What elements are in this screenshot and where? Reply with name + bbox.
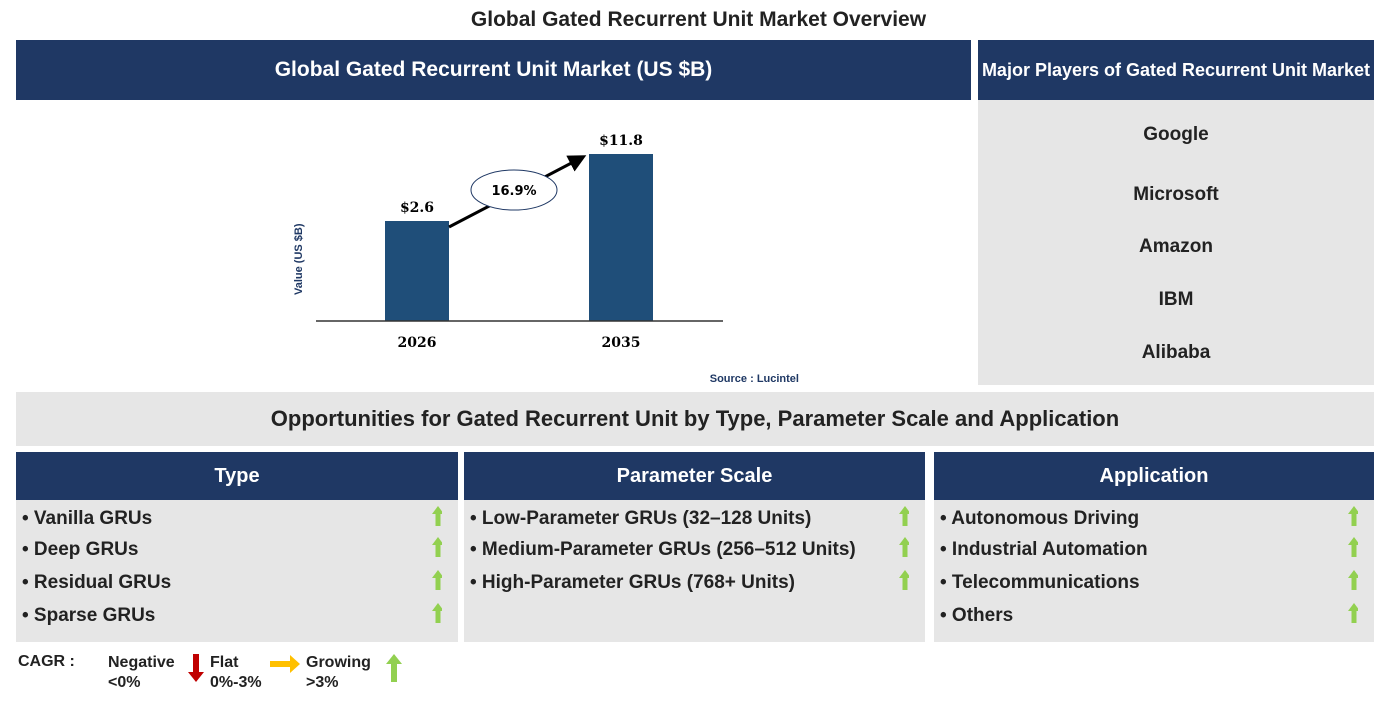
legend-flat: Flat 0%-3% xyxy=(210,653,262,693)
legend-negative: Negative <0% xyxy=(108,653,175,693)
data-label: $2.6 xyxy=(400,200,434,216)
arrow-up-green-icon xyxy=(1348,570,1358,590)
opportunities-header: Opportunities for Gated Recurrent Unit b… xyxy=(16,392,1374,446)
list-item: • Sparse GRUs xyxy=(22,605,156,626)
players-header: Major Players of Gated Recurrent Unit Ma… xyxy=(978,40,1374,100)
source-label: Source : Lucintel xyxy=(710,373,799,385)
y-axis-label: Value (US $B) xyxy=(293,223,305,295)
list-item: • Low-Parameter GRUs (32–128 Units) xyxy=(470,508,812,529)
arrow-up-green-icon xyxy=(899,537,909,557)
arrow-right-yellow-icon xyxy=(270,655,300,673)
arrow-up-green-icon xyxy=(386,654,402,682)
legend-flat-label: Flat xyxy=(210,654,239,671)
column-header: Parameter Scale xyxy=(464,452,925,500)
arrow-up-green-icon xyxy=(432,603,442,623)
player-item: Microsoft xyxy=(1133,184,1219,205)
arrow-up-green-icon xyxy=(1348,506,1358,526)
bar-chart: Value (US $B) $2.6 2026 $11.8 2035 16.9% So… xyxy=(293,133,799,385)
legend-negative-range: <0% xyxy=(108,674,141,691)
bar-2026 xyxy=(385,221,449,321)
data-label: $11.8 xyxy=(599,133,643,149)
arrow-up-green-icon xyxy=(1348,537,1358,557)
cagr-label: 16.9% xyxy=(491,184,536,199)
legend-growing-range: >3% xyxy=(306,674,339,691)
x-tick-label: 2035 xyxy=(602,335,641,351)
list-item: • High-Parameter GRUs (768+ Units) xyxy=(470,572,795,593)
list-item: • Vanilla GRUs xyxy=(22,508,153,529)
list-item: • Telecommunications xyxy=(940,572,1140,593)
column-body: • Low-Parameter GRUs (32–128 Units) • Med… xyxy=(464,500,925,642)
page-title: Global Gated Recurrent Unit Market Overv… xyxy=(470,8,927,31)
player-item: IBM xyxy=(1158,289,1194,310)
legend-negative-label: Negative xyxy=(108,654,175,671)
cagr-ellipse xyxy=(470,169,558,211)
arrow-up-green-icon xyxy=(899,570,909,590)
players-list: Google Microsoft Amazon IBM Alibaba xyxy=(978,100,1374,385)
chart-header: Global Gated Recurrent Unit Market (US $… xyxy=(16,40,971,100)
list-item: • Industrial Automation xyxy=(940,539,1148,560)
player-item: Alibaba xyxy=(1141,342,1211,363)
player-item: Google xyxy=(1143,124,1209,145)
arrow-up-green-icon xyxy=(432,570,442,590)
arrow-up-green-icon xyxy=(899,506,909,526)
arrow-up-green-icon xyxy=(1348,603,1358,623)
column-body: • Vanilla GRUs • Deep GRUs • Residual GRUs… xyxy=(16,500,458,642)
column-header: Type xyxy=(16,452,458,500)
list-item: • Medium-Parameter GRUs (256–512 Units) xyxy=(470,539,856,560)
player-item: Amazon xyxy=(1139,236,1213,257)
column-body: • Autonomous Driving • Industrial Automat… xyxy=(934,500,1374,642)
column-header: Application xyxy=(934,452,1374,500)
cagr-legend-label: CAGR : xyxy=(18,653,75,670)
legend-flat-range: 0%-3% xyxy=(210,674,262,691)
list-item: • Deep GRUs xyxy=(22,539,139,560)
arrow-down-red-icon xyxy=(188,654,204,682)
list-item: • Autonomous Driving xyxy=(940,508,1140,529)
arrow-up-green-icon xyxy=(432,506,442,526)
arrow-up-green-icon xyxy=(432,537,442,557)
list-item: • Others xyxy=(940,605,1014,626)
bar-2035 xyxy=(589,154,653,321)
legend-growing-label: Growing xyxy=(306,654,371,671)
list-item: • Residual GRUs xyxy=(22,572,172,593)
legend-growing: Growing >3% xyxy=(306,653,371,693)
x-tick-label: 2026 xyxy=(398,335,437,351)
